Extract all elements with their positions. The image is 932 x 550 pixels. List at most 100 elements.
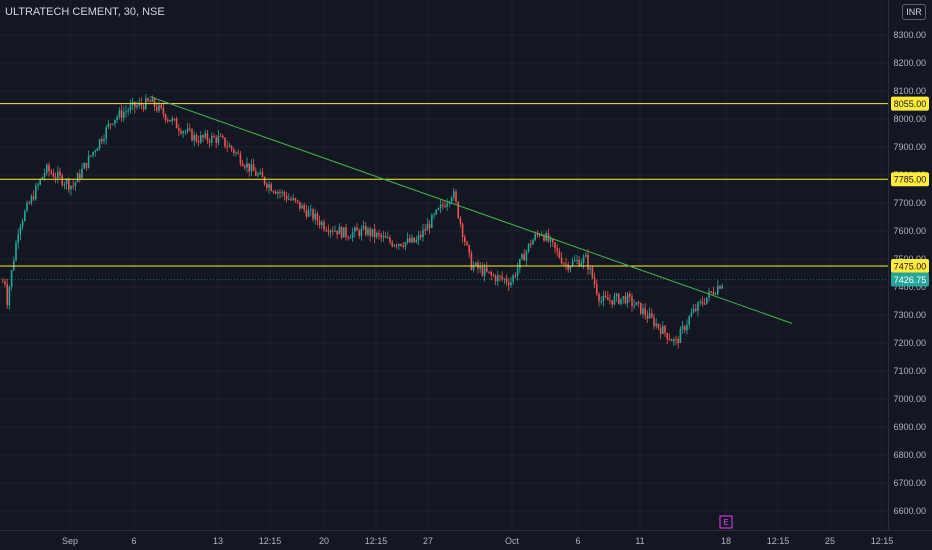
candle-body: [624, 296, 627, 304]
candle-body: [380, 234, 382, 238]
candle-body: [277, 191, 279, 194]
candle-body: [250, 164, 253, 172]
candle-body: [653, 317, 655, 327]
event-marker[interactable]: E: [719, 515, 733, 529]
y-tick-label: 7200.00: [893, 338, 926, 348]
trend-line[interactable]: [149, 96, 793, 324]
candle-body: [510, 282, 512, 286]
candle-body: [389, 237, 391, 243]
candle-body: [120, 110, 123, 118]
candle-body: [409, 238, 411, 243]
candle-body: [644, 308, 646, 316]
candle-body: [637, 302, 640, 304]
candle-body: [345, 227, 347, 237]
candle-body: [426, 224, 429, 231]
candle-body: [679, 329, 682, 343]
candle-body: [70, 185, 72, 190]
candle-body: [494, 275, 497, 282]
candle-body: [591, 267, 594, 278]
y-tick-label: 7700.00: [893, 198, 926, 208]
candle-body: [629, 294, 631, 297]
x-tick-label: 27: [423, 536, 433, 546]
candle-body: [596, 284, 598, 294]
candle-body: [486, 267, 488, 272]
candle-body: [543, 235, 545, 241]
candle-body: [536, 234, 539, 236]
candle-body: [153, 98, 156, 107]
candle-body: [184, 131, 187, 133]
candle-body: [257, 173, 259, 176]
candle-body: [598, 293, 600, 302]
candle-body: [230, 145, 233, 150]
candle-body: [24, 211, 26, 222]
candle-body: [268, 184, 270, 188]
candle-body: [290, 198, 292, 200]
candle-body: [340, 227, 343, 238]
candle-body: [215, 137, 217, 143]
y-tick-label: 8100.00: [893, 86, 926, 96]
x-tick-label: Oct: [505, 536, 520, 546]
candle-body: [424, 229, 426, 231]
candle-body: [325, 229, 327, 231]
y-tick-label: 7900.00: [893, 142, 926, 152]
candle-body: [604, 295, 607, 298]
candle-body: [455, 191, 457, 202]
candle-body: [523, 254, 525, 261]
candle-body: [686, 324, 688, 331]
currency-badge[interactable]: INR: [902, 4, 926, 20]
candle-body: [699, 301, 701, 303]
level-lines: [0, 103, 888, 280]
candle-body: [393, 245, 396, 247]
candle-body: [217, 135, 220, 143]
candle-body: [582, 256, 585, 263]
candle-body: [347, 236, 349, 238]
candle-body: [252, 164, 255, 171]
candle-body: [640, 302, 642, 314]
candle-body: [244, 166, 246, 168]
candle-body: [690, 312, 693, 317]
x-tick-label: 12:15: [365, 536, 388, 546]
x-tick-label: 6: [131, 536, 136, 546]
candle-body: [565, 263, 567, 265]
candle-body: [362, 226, 365, 229]
candle-body: [30, 196, 33, 204]
level-label: 7475.00: [894, 262, 927, 272]
candle-body: [532, 239, 534, 245]
x-tick-label: 20: [319, 536, 329, 546]
candle-body: [334, 230, 336, 232]
candle-body: [435, 209, 437, 215]
candle-body: [589, 267, 591, 270]
candle-body: [395, 245, 398, 247]
candle-body: [261, 172, 264, 178]
candle-body: [354, 227, 356, 233]
candle-body: [125, 111, 127, 113]
candle-body: [219, 135, 222, 137]
candle-body: [580, 262, 583, 267]
candle-body: [470, 252, 473, 270]
candle-body: [61, 175, 63, 185]
current-price-box: [891, 272, 929, 287]
candle-body: [72, 185, 74, 187]
candle-body: [37, 184, 39, 186]
candle-body: [35, 185, 37, 200]
candle-body: [461, 223, 464, 237]
candle-body: [444, 205, 446, 207]
y-tick-label: 7300.00: [893, 310, 926, 320]
candle-body: [15, 242, 17, 261]
candle-body: [712, 291, 715, 295]
candle-body: [404, 242, 407, 247]
candle-body: [259, 172, 261, 174]
candle-body: [208, 140, 211, 143]
candle-body: [189, 128, 191, 130]
candle-body: [195, 134, 198, 142]
candle-body: [118, 110, 121, 117]
candle-body: [46, 164, 48, 173]
candle-body: [626, 294, 629, 304]
candle-body: [378, 233, 380, 235]
y-tick-label: 8200.00: [893, 58, 926, 68]
candle-body: [721, 285, 723, 289]
candle-body: [68, 179, 70, 190]
candle-body: [556, 248, 558, 252]
candle-body: [692, 308, 695, 313]
